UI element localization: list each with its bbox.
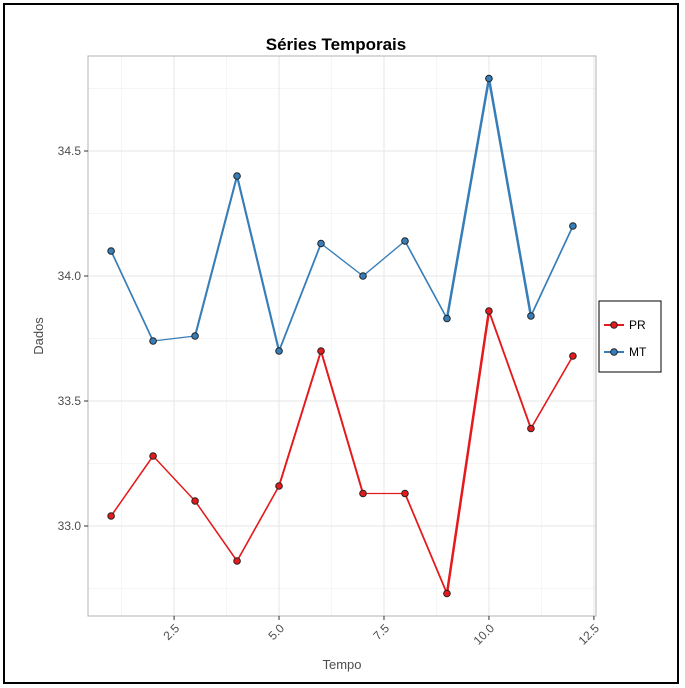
data-point: [317, 347, 325, 355]
series-segment: [404, 240, 448, 320]
series-segment: [445, 309, 491, 595]
series-segment: [445, 77, 491, 320]
data-point: [401, 237, 409, 245]
series-segment: [487, 77, 533, 318]
data-point: [569, 352, 577, 360]
chart-frame: [3, 3, 679, 684]
data-point: [359, 489, 367, 498]
legend-marker: [610, 348, 618, 356]
y-tick-label: 33.5: [58, 394, 82, 408]
series-segment: [530, 225, 574, 317]
legend-marker: [610, 321, 618, 329]
series-segment: [320, 242, 364, 277]
series-segment: [235, 174, 281, 353]
series-segment: [110, 455, 154, 517]
legend-box: [598, 300, 662, 373]
data-point: [401, 489, 409, 498]
series-segment: [488, 310, 532, 430]
legend-label: MT: [629, 345, 647, 359]
y-tick-label: 33.0: [58, 519, 82, 533]
data-point: [149, 337, 157, 345]
data-point: [149, 452, 157, 460]
data-point: [443, 314, 451, 323]
y-tick-label: 34.0: [58, 269, 82, 283]
x-axis-label: Tempo: [322, 657, 361, 672]
legend-item-pr: PR: [604, 318, 646, 332]
data-point: [233, 172, 241, 180]
series-pr: [107, 307, 577, 598]
series-segment: [530, 355, 574, 430]
series-segment: [362, 240, 406, 277]
x-tick-label: 10.0: [471, 621, 498, 648]
series-segment: [194, 500, 238, 562]
data-point: [569, 222, 577, 230]
series-segment: [404, 492, 448, 595]
chart-title: Séries Temporais: [266, 35, 406, 54]
data-point: [443, 589, 451, 598]
data-point: [359, 272, 367, 280]
series-segment: [278, 350, 322, 487]
data-point: [191, 497, 199, 505]
y-axis-label: Dados: [31, 317, 46, 355]
x-tick-label: 5.0: [265, 621, 287, 643]
series-segment: [236, 485, 280, 562]
series-segment: [110, 250, 154, 342]
x-tick-label: 12.5: [576, 621, 603, 648]
series-mt: [107, 74, 577, 355]
data-point: [275, 482, 283, 490]
plot-panel: [87, 55, 597, 617]
data-point: [485, 307, 493, 315]
grid: [88, 56, 596, 616]
legend-label: PR: [629, 318, 646, 332]
series-segment: [152, 335, 196, 342]
data-point: [485, 74, 493, 83]
data-point: [275, 347, 283, 355]
tick-labels: 2.5 5.0 7.5 10.0 12.5 33.0 33.5 34.0 34.5: [58, 144, 603, 648]
data-point: [233, 557, 241, 565]
series-segment: [152, 455, 196, 502]
data-point: [527, 312, 535, 320]
data-point: [107, 512, 115, 520]
data-point: [317, 239, 325, 248]
series: [107, 74, 577, 598]
series-segment: [320, 350, 364, 495]
data-point: [191, 332, 199, 340]
y-tick-label: 34.5: [58, 144, 82, 158]
data-point: [527, 424, 535, 433]
series-segment: [278, 242, 322, 352]
legend: PR MT: [598, 300, 662, 373]
x-tick-label: 7.5: [370, 621, 392, 643]
data-point: [107, 247, 115, 255]
legend-item-mt: MT: [604, 345, 647, 359]
series-segment: [194, 174, 239, 338]
x-tick-label: 2.5: [160, 621, 182, 643]
